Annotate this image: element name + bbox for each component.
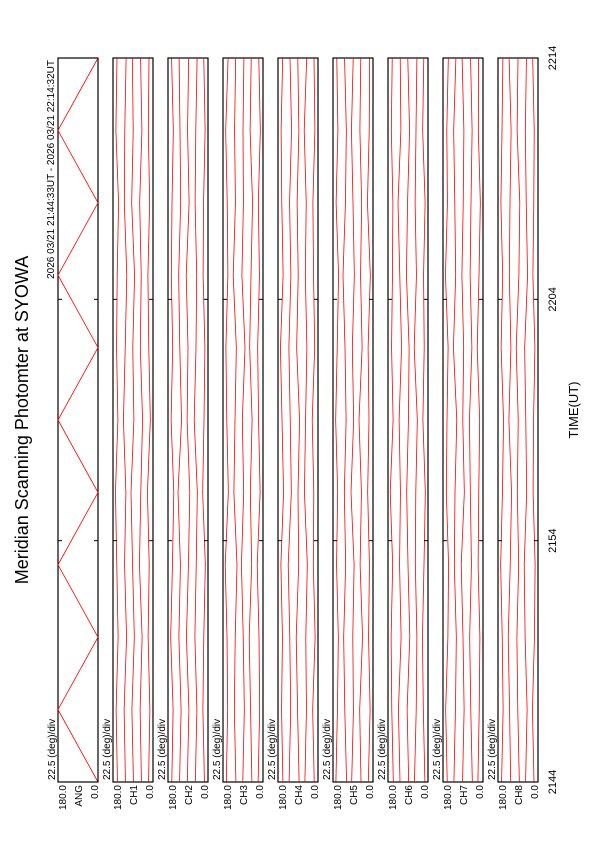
y-tick-label: 0.0: [145, 785, 156, 799]
trace: [287, 57, 292, 783]
y-tick-label: 180.0: [278, 785, 289, 810]
scale-label: 22.5 (deg)/div: [432, 719, 443, 780]
trace: [500, 57, 504, 783]
y-tick-label: 0.0: [530, 785, 541, 799]
panel-label: CH4: [294, 785, 305, 805]
scale-label: 22.5 (deg)/div: [487, 719, 498, 780]
y-tick-label: 180.0: [58, 785, 69, 810]
trace: [185, 57, 191, 783]
trace: [202, 57, 206, 783]
y-tick-label: 180.0: [223, 785, 234, 810]
trace: [248, 57, 253, 783]
y-tick-label: 0.0: [365, 785, 376, 799]
trace: [170, 57, 175, 783]
trace: [57, 57, 99, 783]
trace: [232, 57, 238, 783]
trace: [413, 57, 418, 783]
trace: [256, 57, 261, 783]
panel-frame: [112, 57, 154, 783]
scale-label: 22.5 (deg)/div: [322, 719, 333, 780]
y-tick-label: 0.0: [255, 785, 266, 799]
y-tick-label: 0.0: [420, 785, 431, 799]
scale-label: 22.5 (deg)/div: [47, 719, 58, 780]
x-tick-label: 2214: [547, 46, 559, 70]
panel-label: CH5: [349, 785, 360, 805]
y-tick-label: 180.0: [388, 785, 399, 810]
trace: [193, 57, 198, 783]
panel-label: CH7: [459, 785, 470, 805]
panel-frame: [167, 57, 209, 783]
y-tick-label: 180.0: [168, 785, 179, 810]
trace: [422, 57, 426, 783]
trace: [532, 57, 536, 783]
y-tick-label: 180.0: [333, 785, 344, 810]
trace: [397, 57, 402, 783]
panel-label: CH1: [129, 785, 140, 805]
trace: [335, 57, 339, 783]
x-axis-label: TIME(UT): [566, 381, 581, 438]
trace: [280, 57, 284, 783]
trace: [342, 57, 347, 783]
y-tick-label: 0.0: [475, 785, 486, 799]
trace: [445, 57, 449, 783]
scale-label: 22.5 (deg)/div: [377, 719, 388, 780]
trace: [241, 57, 246, 783]
x-tick-label: 2204: [547, 287, 559, 311]
trace: [123, 57, 128, 783]
panel-label: ANG: [74, 785, 85, 807]
y-tick-label: 0.0: [90, 785, 101, 799]
trace: [453, 57, 458, 783]
trace: [389, 57, 394, 783]
scale-label: 22.5 (deg)/div: [267, 719, 278, 780]
trace: [139, 57, 143, 783]
y-tick-label: 180.0: [443, 785, 454, 810]
trace: [147, 57, 151, 783]
x-tick-label: 2144: [547, 770, 559, 794]
trace: [523, 57, 528, 783]
trace: [469, 57, 473, 783]
panel-label: CH3: [239, 785, 250, 805]
trace: [224, 57, 229, 783]
trace: [115, 57, 119, 783]
subtitle: 2026 03/21 21:44:33UT - 2026 03/21 22:14…: [46, 60, 57, 279]
y-tick-label: 0.0: [200, 785, 211, 799]
panel-frame: [387, 57, 429, 783]
trace: [476, 57, 481, 783]
trace: [350, 57, 355, 783]
trace: [406, 57, 411, 783]
scale-label: 22.5 (deg)/div: [157, 719, 168, 780]
scale-label: 22.5 (deg)/div: [102, 719, 113, 780]
panel-label: CH6: [404, 785, 415, 805]
y-tick-label: 0.0: [310, 785, 321, 799]
y-tick-label: 180.0: [113, 785, 124, 810]
trace: [367, 57, 371, 783]
rotated-plot: Meridian Scanning Photomter at SYOWA 202…: [12, 46, 581, 810]
trace: [303, 57, 308, 783]
x-tick-label: 2154: [547, 528, 559, 552]
y-tick-label: 180.0: [498, 785, 509, 810]
trace: [515, 57, 521, 783]
trace: [295, 57, 300, 783]
trace: [177, 57, 182, 783]
trace: [130, 57, 135, 783]
trace: [358, 57, 363, 783]
panel-label: CH8: [514, 785, 525, 805]
chart-title: Meridian Scanning Photomter at SYOWA: [12, 256, 32, 584]
scale-label: 22.5 (deg)/div: [212, 719, 223, 780]
trace: [311, 57, 316, 783]
trace: [460, 57, 465, 783]
panel-label: CH2: [184, 785, 195, 805]
trace: [507, 57, 512, 783]
